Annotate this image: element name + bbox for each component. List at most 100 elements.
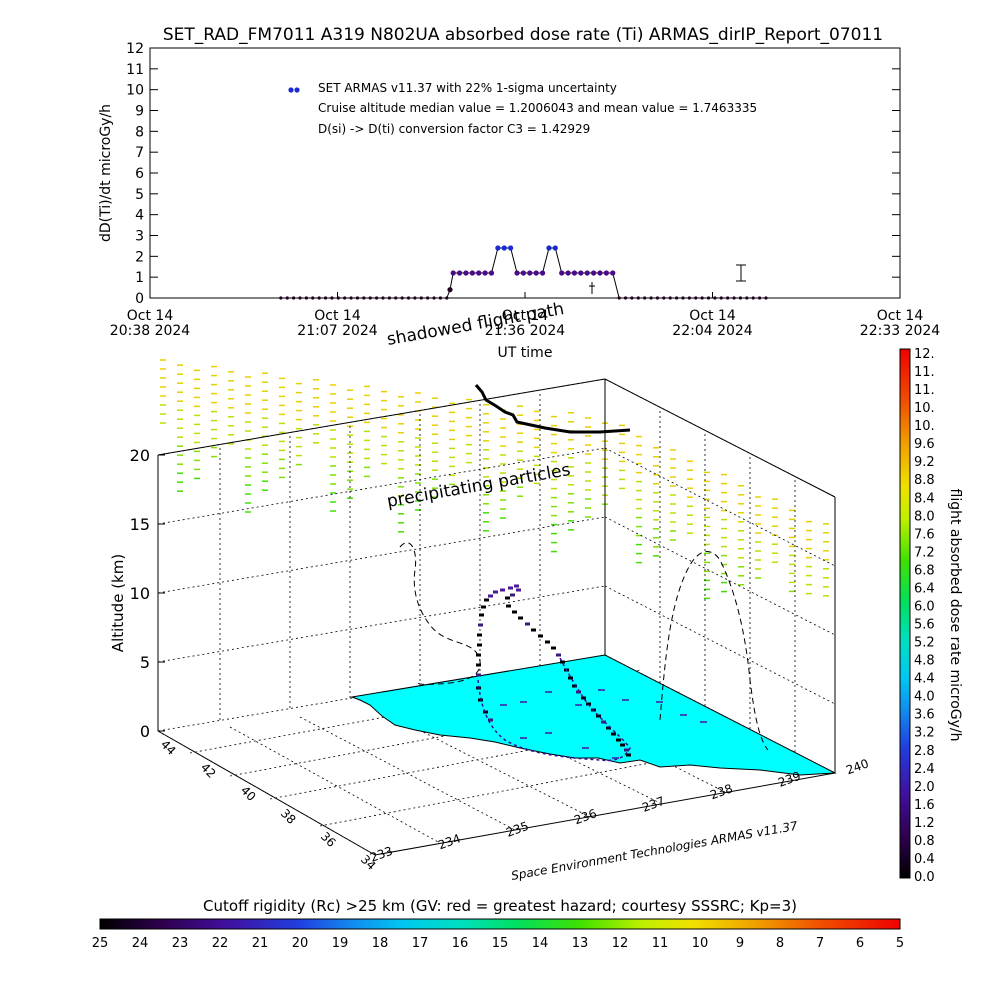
- data-point: [450, 270, 456, 276]
- series-line: [449, 272, 454, 290]
- colorbar-tick-label: 1.6: [914, 798, 935, 813]
- series-line: [554, 247, 563, 274]
- track-point: [560, 660, 565, 664]
- legend-conversion: D(si) -> D(ti) conversion factor C3 = 1.…: [318, 122, 590, 136]
- cutoff-tick-label: 18: [372, 936, 389, 951]
- legend-marker: [288, 87, 294, 93]
- colorbar-tick-label: 9.2: [914, 455, 935, 470]
- data-point: [311, 296, 315, 300]
- data-point: [292, 296, 296, 300]
- dose-rate-colorbar: 12. 11. 11. 10. 10. 9.6 9.2 8.8 8.4 8.0 7.6 7.2 6.8 6…: [899, 347, 963, 885]
- data-point: [447, 287, 453, 293]
- cutoff-rigidity-colorbar: Cutoff rigidity (Rc) >25 km (GV: red = g…: [92, 897, 904, 951]
- data-point: [514, 270, 520, 276]
- y-axis-label: dD(Ti)/dt microGy/h: [98, 104, 114, 242]
- data-point: [298, 296, 302, 300]
- data-point: [330, 296, 334, 300]
- ground-track: [477, 657, 631, 762]
- data-point: [374, 296, 379, 300]
- x-tick-label: 22:33 2024: [860, 323, 941, 339]
- track-point: [506, 604, 511, 608]
- data-point: [381, 296, 385, 300]
- data-point: [394, 296, 398, 300]
- error-bar: [589, 264, 746, 294]
- y-tick-label: 6: [135, 166, 144, 182]
- cutoff-tick-label: 15: [492, 936, 509, 951]
- figure-title: SET_RAD_FM7011 A319 N802UA absorbed dose…: [163, 25, 883, 45]
- altitude-tick-label: 20: [130, 446, 150, 465]
- track-point: [493, 590, 498, 594]
- colorbar-tick-label: 4.4: [914, 672, 935, 687]
- track-point: [518, 616, 523, 620]
- track-point: [556, 653, 561, 657]
- cutoff-tick-label: 21: [252, 936, 269, 951]
- data-point: [706, 296, 711, 300]
- data-point: [764, 296, 768, 300]
- data-point: [539, 270, 546, 276]
- shadowed-flight-path: [474, 384, 631, 434]
- y-tick-label: 1: [135, 270, 144, 286]
- colorbar-gradient: [899, 348, 911, 879]
- track-point: [624, 748, 629, 752]
- track-point: [572, 684, 577, 688]
- y-tick-label: 11: [126, 62, 144, 78]
- track-point: [508, 586, 513, 590]
- track-point: [545, 640, 550, 644]
- data-point: [285, 296, 289, 300]
- data-point: [559, 270, 565, 276]
- colorbar-tick-label: 0.0: [914, 870, 935, 885]
- map-region: [350, 654, 837, 776]
- cutoff-tick-label: 8: [776, 936, 784, 951]
- data-point: [623, 296, 628, 300]
- track-point: [581, 696, 586, 700]
- track-point: [611, 732, 616, 736]
- longitude-tick-label: 238: [708, 781, 734, 802]
- x-axis-label: UT time: [498, 345, 553, 361]
- colorbar-ticks: 12. 11. 11. 10. 10. 9.6 9.2 8.8 8.4 8.0 7.6 7.2 6.8 6…: [914, 347, 935, 885]
- data-point: [456, 270, 463, 276]
- cutoff-tick-label: 14: [532, 936, 549, 951]
- track-point: [538, 634, 543, 638]
- x-tick-label: Oct 14: [502, 308, 549, 324]
- track-point: [516, 588, 521, 592]
- colorbar-tick-label: 6.4: [914, 581, 935, 596]
- credit-text: Space Environment Technologies ARMAS v11…: [510, 819, 799, 883]
- data-point: [488, 270, 495, 276]
- data-point: [603, 270, 609, 276]
- track-point: [606, 726, 611, 730]
- data-point: [349, 296, 353, 300]
- cutoff-tick-label: 6: [856, 936, 864, 951]
- cutoff-tick-label: 13: [572, 936, 589, 951]
- data-point: [745, 296, 749, 300]
- cutoff-tick-label: 20: [292, 936, 309, 951]
- data-point: [687, 296, 691, 300]
- data-point: [552, 245, 558, 251]
- colorbar-tick-label: 3.6: [914, 708, 935, 723]
- altitude-tick-label: 15: [130, 515, 150, 534]
- data-point: [432, 296, 436, 300]
- data-point: [413, 296, 417, 300]
- longitude-tick-label: 234: [436, 831, 462, 852]
- data-point: [463, 270, 469, 276]
- y-tick-label: 3: [135, 229, 144, 245]
- track-point: [505, 596, 510, 600]
- y-tick-label: 9: [135, 104, 144, 120]
- colorbar-tick-label: 8.4: [914, 491, 935, 506]
- data-point: [732, 296, 736, 300]
- track-point: [477, 633, 482, 637]
- cutoff-tick-label: 10: [692, 936, 709, 951]
- track-point: [476, 653, 481, 657]
- colorbar-tick-label: 5.2: [914, 636, 935, 651]
- track-point: [476, 673, 481, 677]
- colorbar-tick-label: 12.: [914, 347, 935, 362]
- box-axes: [157, 378, 836, 856]
- data-point: [501, 245, 507, 251]
- colorbar-tick-label: 5.6: [914, 618, 935, 633]
- data-point: [610, 270, 616, 276]
- x-tick-label: 21:36 2024: [485, 323, 566, 339]
- colorbar-tick-label: 3.2: [914, 726, 935, 741]
- cutoff-colorbar-ticks: 25 24 23 22 21 20 19 18 17 16 15 14 13 12 11 10 9 8 7 6 5: [92, 936, 904, 951]
